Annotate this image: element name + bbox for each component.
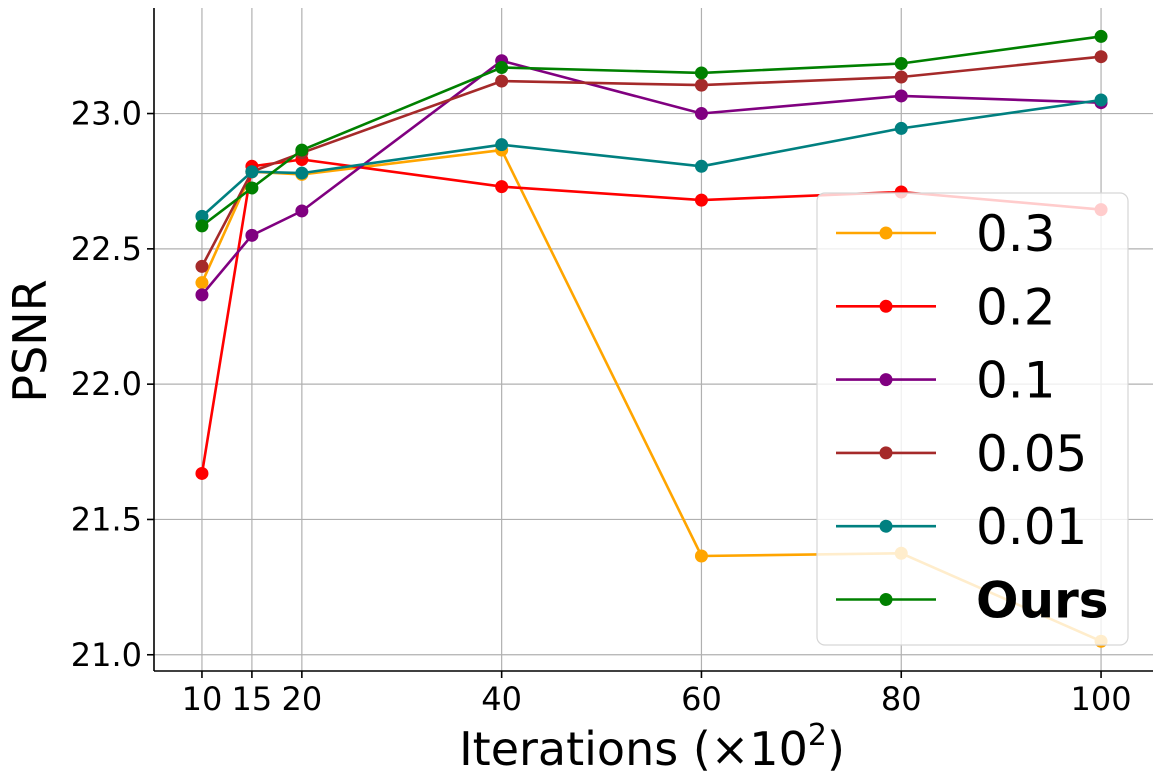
legend-marker xyxy=(879,373,893,387)
legend-entry-0.2: 0.2 xyxy=(836,278,1056,336)
x-tick-label: 10 xyxy=(182,680,223,718)
data-point xyxy=(195,288,209,302)
legend-entry-Ours: Ours xyxy=(836,572,1109,630)
data-point xyxy=(894,70,908,84)
data-point xyxy=(245,228,259,242)
x-axis-label-symbol: ×10 xyxy=(711,722,808,776)
data-point xyxy=(295,204,309,218)
x-tick-label: 40 xyxy=(481,680,522,718)
x-tick-label: 15 xyxy=(232,680,273,718)
x-axis-label-exponent: 2 xyxy=(808,718,827,753)
x-tick-label: 100 xyxy=(1071,680,1132,718)
legend-label: 0.05 xyxy=(976,425,1087,483)
data-point xyxy=(495,74,509,88)
y-tick-label: 22.5 xyxy=(71,230,142,268)
y-axis-label: PSNR xyxy=(3,279,57,402)
legend-marker xyxy=(879,446,893,460)
series-Ours xyxy=(195,29,1108,233)
data-point xyxy=(894,121,908,135)
legend-marker xyxy=(879,226,893,240)
legend-entry-0.3: 0.3 xyxy=(836,205,1056,263)
data-point xyxy=(694,159,708,173)
data-point xyxy=(295,143,309,157)
legend-marker xyxy=(879,519,893,533)
data-point xyxy=(1094,29,1108,43)
data-point xyxy=(245,165,259,179)
legend-label: Ours xyxy=(976,572,1109,630)
data-point xyxy=(495,138,509,152)
x-axis-label: Iterations (×102) xyxy=(459,718,845,776)
x-tick-label: 80 xyxy=(881,680,922,718)
data-point xyxy=(1094,93,1108,107)
y-tick-label: 21.5 xyxy=(71,500,142,538)
y-tick-label: 21.0 xyxy=(71,636,142,674)
legend-entry-0.01: 0.01 xyxy=(836,498,1087,556)
y-tick-label: 23.0 xyxy=(71,95,142,133)
legend-label: 0.01 xyxy=(976,498,1087,556)
data-point xyxy=(195,276,209,290)
data-point xyxy=(195,466,209,480)
y-tick-label: 22.0 xyxy=(71,365,142,403)
x-ticks: 10 15 20 40 60 80 100 xyxy=(182,671,1132,718)
data-point xyxy=(195,209,209,223)
data-point xyxy=(694,66,708,80)
legend-label: 0.2 xyxy=(976,278,1056,336)
legend-entry-0.05: 0.05 xyxy=(836,425,1087,483)
data-point xyxy=(245,181,259,195)
data-point xyxy=(694,107,708,121)
y-ticks: 21.0 21.5 22.0 22.5 23.0 xyxy=(71,95,154,674)
legend-marker xyxy=(879,593,893,606)
data-point xyxy=(495,180,509,194)
legend-entry-0.1: 0.1 xyxy=(836,352,1056,410)
legend-marker xyxy=(879,299,893,313)
data-point xyxy=(694,193,708,207)
data-point xyxy=(894,56,908,70)
data-point xyxy=(495,61,509,75)
data-point xyxy=(694,78,708,92)
x-tick-label: 60 xyxy=(681,680,722,718)
legend-label: 0.1 xyxy=(976,352,1056,410)
data-point xyxy=(1094,50,1108,64)
x-axis-label-prefix: Iterations ( xyxy=(459,722,711,776)
data-point xyxy=(195,219,209,233)
data-point xyxy=(894,89,908,103)
x-tick-label: 20 xyxy=(281,680,322,718)
data-point xyxy=(195,259,209,273)
x-axis-label-suffix: ) xyxy=(827,722,845,776)
data-point xyxy=(295,166,309,180)
axes xyxy=(153,8,1153,672)
legend-label: 0.3 xyxy=(976,205,1056,263)
data-point xyxy=(694,549,708,563)
series-0.01 xyxy=(195,93,1108,223)
legend: 0.3 0.2 0.1 0.05 0.01 Ours xyxy=(816,192,1129,646)
